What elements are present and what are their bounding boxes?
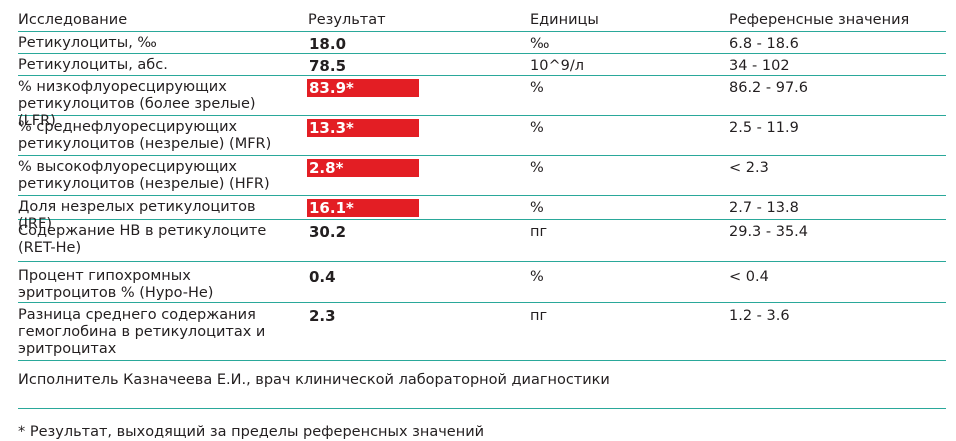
test-result-flagged: 83.9* [307, 79, 419, 97]
table-row: % среднефлуоресцирующих ретикулоцитов (н… [18, 116, 946, 156]
test-units: % [530, 269, 544, 285]
performer-signature-line: Исполнитель Казначеева Е.И., врач клинич… [18, 372, 610, 388]
test-reference: 2.5 - 11.9 [729, 120, 799, 136]
test-reference: 34 - 102 [729, 58, 790, 74]
test-reference: 6.8 - 18.6 [729, 36, 799, 52]
table-row: Содержание HB в ретикулоците (RET-He) 30… [18, 220, 946, 262]
test-result: 78.5 [309, 57, 347, 75]
test-name: Содержание HB в ретикулоците (RET-He) [18, 223, 267, 256]
test-units: пг [530, 308, 548, 324]
lab-report: Исследование Результат Единицы Референсн… [18, 0, 946, 440]
test-result-flagged: 2.8* [307, 159, 419, 177]
divider [18, 408, 946, 409]
test-units: ‰ [530, 36, 550, 52]
test-name: % высокофлуоресцирующих ретикулоцитов (н… [18, 159, 270, 192]
test-name: Разница среднего содержания гемоглобина … [18, 307, 266, 357]
test-result: 0.4 [309, 268, 336, 286]
test-reference: 86.2 - 97.6 [729, 80, 809, 96]
table-row: Процент гипохромных эритроцитов % (Hypo-… [18, 262, 946, 303]
table-row: % высокофлуоресцирующих ретикулоцитов (н… [18, 156, 946, 196]
test-units: пг [530, 224, 548, 240]
test-name: % низкофлуоресцирующих ретикулоцитов (бо… [18, 79, 256, 129]
test-result: 30.2 [309, 223, 347, 241]
test-reference: < 0.4 [729, 269, 769, 285]
test-result-flagged: 13.3* [307, 119, 419, 137]
test-reference: < 2.3 [729, 160, 769, 176]
test-name: Доля незрелых ретикулоцитов (IRF) [18, 199, 256, 232]
test-units: % [530, 80, 544, 96]
test-name: Ретикулоциты, ‰ [18, 35, 157, 51]
header-units: Единицы [530, 12, 599, 28]
test-reference: 2.7 - 13.8 [729, 200, 799, 216]
header-reference: Референсные значения [729, 12, 910, 28]
test-units: 10^9/л [530, 58, 584, 74]
table-row: % низкофлуоресцирующих ретикулоцитов (бо… [18, 76, 946, 129]
table-row: Доля незрелых ретикулоцитов (IRF) 16.1* … [18, 196, 946, 232]
test-reference: 29.3 - 35.4 [729, 224, 809, 240]
test-result: 18.0 [309, 35, 347, 53]
table-row: Ретикулоциты, ‰ 18.0 ‰ 6.8 - 18.6 [18, 32, 946, 54]
table-row: Разница среднего содержания гемоглобина … [18, 303, 946, 361]
test-result: 2.3 [309, 307, 336, 325]
test-units: % [530, 200, 544, 216]
test-name: Ретикулоциты, абс. [18, 57, 168, 73]
test-name: % среднефлуоресцирующих ретикулоцитов (н… [18, 119, 272, 152]
header-test: Исследование [18, 12, 128, 28]
test-reference: 1.2 - 3.6 [729, 308, 790, 324]
test-units: % [530, 120, 544, 136]
test-name: Процент гипохромных эритроцитов % (Hypo-… [18, 268, 214, 301]
table-row: Ретикулоциты, абс. 78.5 10^9/л 34 - 102 [18, 54, 946, 76]
header-result: Результат [308, 12, 386, 28]
test-units: % [530, 160, 544, 176]
table-header: Исследование Результат Единицы Референсн… [18, 0, 946, 32]
test-result-flagged: 16.1* [307, 199, 419, 217]
footnote: * Результат, выходящий за пределы рефере… [18, 424, 485, 440]
